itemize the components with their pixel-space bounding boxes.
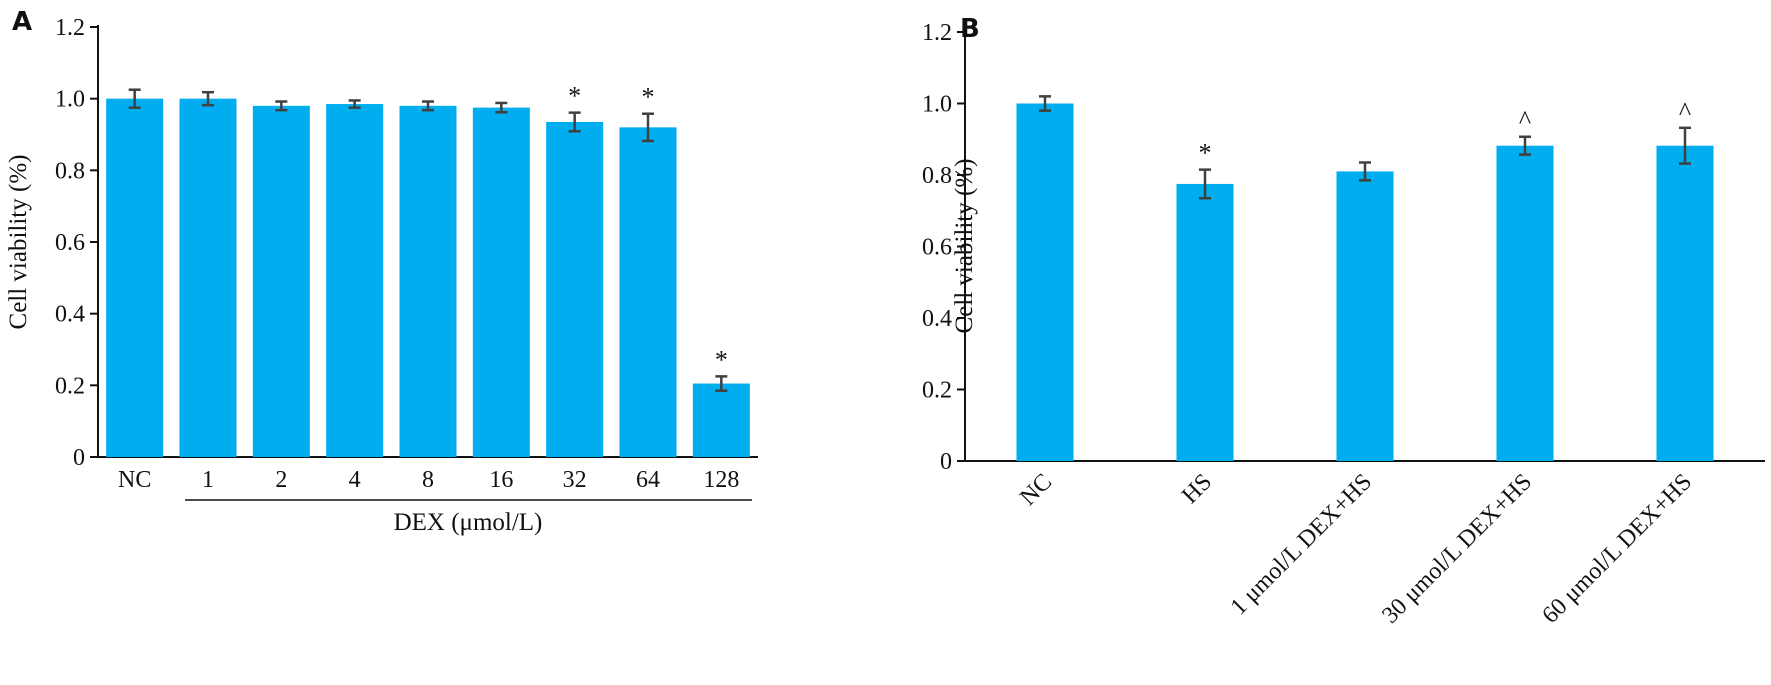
y-tick-label: 0.4: [922, 306, 952, 332]
x-tick-label: NC: [1015, 469, 1057, 511]
x-tick-label: 2: [275, 467, 287, 493]
y-tick-label: 0.2: [55, 373, 85, 399]
y-tick-label: 0.8: [922, 163, 952, 189]
bar: [1176, 183, 1234, 461]
y-tick-label: 1.2: [922, 20, 952, 46]
x-tick-label: 8: [422, 467, 434, 493]
bar: [1016, 103, 1074, 461]
y-tick-label: 0.8: [55, 158, 85, 184]
y-tick-label: 0: [940, 449, 952, 475]
y-tick-label: 1.0: [55, 87, 85, 113]
x-tick-label: 32: [563, 467, 587, 493]
y-tick-label: 0.4: [55, 302, 85, 328]
bar: [619, 127, 677, 457]
y-axis-title: Cell viability (%): [951, 159, 978, 334]
y-tick-label: 1.0: [922, 92, 952, 118]
y-tick-label: 1.2: [55, 15, 85, 41]
bar: [1336, 171, 1394, 462]
bar: [326, 104, 384, 458]
significance-mark: ^: [1519, 106, 1531, 135]
chart-a: A 0 0.2 0.4 0.6 0.8 1.0 1.2 Cell viability (%) N…: [5, 7, 758, 536]
bar: [252, 105, 310, 457]
bar: [1496, 145, 1554, 461]
bar: [692, 383, 750, 457]
y-tick-label: 0.6: [55, 230, 85, 256]
x-tick-label: 4: [349, 467, 361, 493]
bar: [472, 107, 530, 457]
x-tick-label: HS: [1177, 469, 1217, 509]
x-axis-title: DEX (μmol/L): [394, 509, 543, 536]
bar: [399, 105, 457, 457]
significance-mark: *: [568, 82, 581, 111]
significance-mark: *: [1199, 139, 1212, 168]
x-tick-label: NC: [118, 467, 151, 493]
x-tick-label: 128: [703, 467, 739, 493]
chart-b: B 0 0.2 0.4 0.6 0.8 1.0 1.2 Cell viability (%) N…: [922, 14, 1765, 629]
y-tick-label: 0: [73, 445, 85, 471]
significance-mark: *: [642, 83, 655, 112]
panel-label-a: A: [12, 7, 32, 37]
bar: [546, 121, 604, 457]
bar: [1656, 145, 1714, 461]
x-tick-label: 64: [636, 467, 660, 493]
significance-mark: ^: [1679, 97, 1691, 126]
y-axis-title: Cell viability (%): [5, 155, 32, 330]
bar: [179, 98, 237, 458]
x-tick-label: 1: [202, 467, 214, 493]
x-tick-label: 1 μmol/L DEX+HS: [1226, 469, 1377, 620]
y-tick-label: 0.6: [922, 235, 952, 261]
x-tick-label: 30 μmol/L DEX+HS: [1377, 469, 1537, 629]
bar: [106, 98, 164, 458]
y-tick-label: 0.2: [922, 378, 952, 404]
significance-mark: *: [715, 345, 728, 374]
panel-label-b: B: [960, 14, 980, 44]
x-tick-label: 60 μmol/L DEX+HS: [1537, 469, 1697, 629]
x-tick-label: 16: [489, 467, 513, 493]
